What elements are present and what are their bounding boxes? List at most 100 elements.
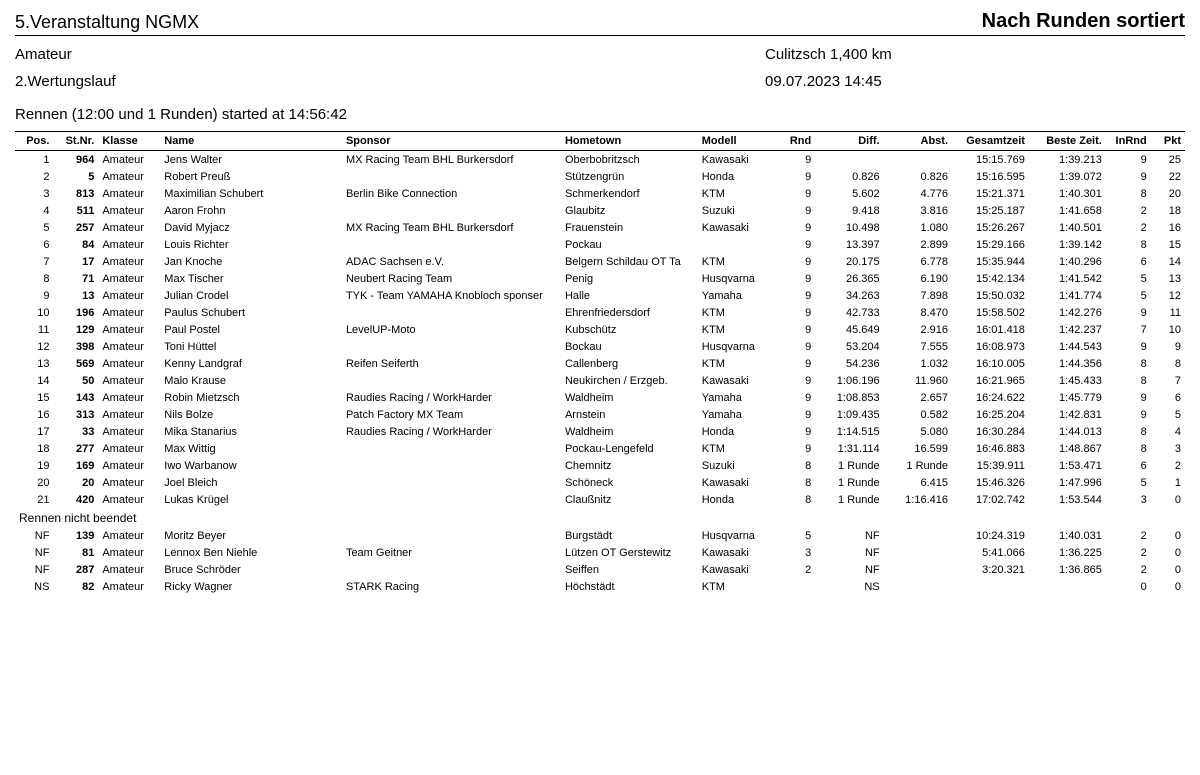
cell-pkt: 15 [1151,236,1185,253]
cell-klasse: Amateur [98,372,160,389]
cell-modell: Suzuki [698,457,773,474]
cell-rnd: 8 [773,491,816,508]
col-name: Name [160,132,342,151]
sort-title: Nach Runden sortiert [982,10,1185,33]
cell-gesamt: 15:26.267 [952,219,1029,236]
cell-pkt: 13 [1151,270,1185,287]
cell-sponsor: Raudies Racing / WorkHarder [342,423,561,440]
cell-diff: NF [815,544,883,561]
col-stnr: St.Nr. [53,132,98,151]
cell-klasse: Amateur [98,578,160,595]
cell-klasse: Amateur [98,561,160,578]
cell-rnd: 9 [773,151,816,169]
cell-stnr: 5 [53,168,98,185]
cell-modell: Kawasaki [698,372,773,389]
cell-hometown: Bockau [561,338,698,355]
cell-gesamt: 15:21.371 [952,185,1029,202]
cell-gesamt: 15:16.595 [952,168,1029,185]
cell-pos: 4 [15,202,53,219]
cell-klasse: Amateur [98,406,160,423]
cell-rnd: 9 [773,389,816,406]
cell-klasse: Amateur [98,304,160,321]
cell-inrnd: 5 [1106,287,1151,304]
cell-abst [884,527,952,544]
cell-beste: 1:45.779 [1029,389,1106,406]
cell-abst: 2.916 [884,321,952,338]
cell-klasse: Amateur [98,474,160,491]
cell-gesamt: 15:42.134 [952,270,1029,287]
cell-abst: 6.190 [884,270,952,287]
cell-rnd: 9 [773,287,816,304]
cell-abst: 1.032 [884,355,952,372]
cell-hometown: Ehrenfriedersdorf [561,304,698,321]
cell-name: Nils Bolze [160,406,342,423]
cell-pkt: 9 [1151,338,1185,355]
cell-beste: 1:41.542 [1029,270,1106,287]
cell-pos: 17 [15,423,53,440]
cell-abst: 4.776 [884,185,952,202]
cell-diff: 1:06.196 [815,372,883,389]
cell-pkt: 4 [1151,423,1185,440]
cell-pkt: 3 [1151,440,1185,457]
cell-gesamt: 16:25.204 [952,406,1029,423]
cell-pkt: 16 [1151,219,1185,236]
cell-stnr: 82 [53,578,98,595]
cell-modell: Kawasaki [698,151,773,169]
cell-rnd: 9 [773,406,816,423]
cell-pos: 2 [15,168,53,185]
cell-rnd: 5 [773,527,816,544]
cell-sponsor: MX Racing Team BHL Burkersdorf [342,219,561,236]
cell-rnd: 9 [773,355,816,372]
cell-pkt: 12 [1151,287,1185,304]
cell-abst: 1.080 [884,219,952,236]
cell-modell: KTM [698,321,773,338]
cell-rnd: 8 [773,474,816,491]
col-modell: Modell [698,132,773,151]
cell-name: Paul Postel [160,321,342,338]
cell-modell: Kawasaki [698,544,773,561]
cell-hometown: Lützen OT Gerstewitz [561,544,698,561]
cell-stnr: 33 [53,423,98,440]
col-klasse: Klasse [98,132,160,151]
cell-sponsor: LevelUP-Moto [342,321,561,338]
cell-hometown: Glaubitz [561,202,698,219]
cell-rnd: 9 [773,270,816,287]
cell-name: David Myjacz [160,219,342,236]
cell-gesamt: 16:30.284 [952,423,1029,440]
cell-abst: 5.080 [884,423,952,440]
cell-modell: Yamaha [698,406,773,423]
cell-abst: 0.826 [884,168,952,185]
cell-inrnd: 9 [1106,338,1151,355]
cell-sponsor: Neubert Racing Team [342,270,561,287]
tbody-dnf-header: Rennen nicht beendet [15,508,1185,527]
col-pos: Pos. [15,132,53,151]
cell-inrnd: 6 [1106,457,1151,474]
cell-pos: 21 [15,491,53,508]
cell-sponsor [342,457,561,474]
cell-inrnd: 9 [1106,151,1151,169]
cell-modell: KTM [698,304,773,321]
cell-diff: 53.204 [815,338,883,355]
cell-pos: 18 [15,440,53,457]
cell-stnr: 139 [53,527,98,544]
cell-stnr: 257 [53,219,98,236]
col-pkt: Pkt [1151,132,1185,151]
cell-inrnd: 3 [1106,491,1151,508]
cell-stnr: 17 [53,253,98,270]
cell-name: Paulus Schubert [160,304,342,321]
cell-pos: 20 [15,474,53,491]
cell-sponsor: Reifen Seiferth [342,355,561,372]
cell-abst: 16.599 [884,440,952,457]
cell-beste: 1:40.296 [1029,253,1106,270]
cell-pos: 15 [15,389,53,406]
table-row: 13569AmateurKenny LandgrafReifen Seifert… [15,355,1185,372]
cell-pos: 11 [15,321,53,338]
cell-gesamt: 15:35.944 [952,253,1029,270]
cell-diff: 5.602 [815,185,883,202]
cell-pkt: 8 [1151,355,1185,372]
event-title: 5.Veranstaltung NGMX [15,12,199,33]
cell-diff: 1 Runde [815,457,883,474]
cell-pos: 6 [15,236,53,253]
tbody-finished: 1964AmateurJens WalterMX Racing Team BHL… [15,151,1185,509]
cell-beste [1029,578,1106,595]
